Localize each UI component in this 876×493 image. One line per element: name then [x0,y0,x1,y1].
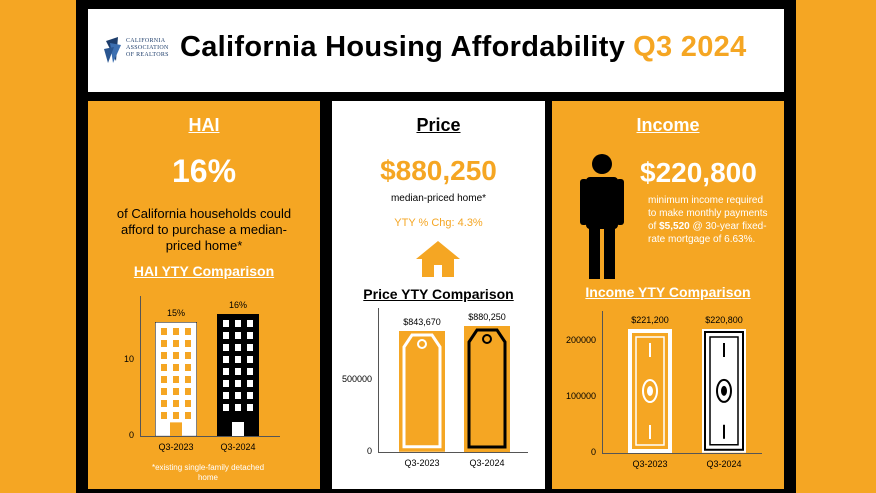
income-desc-line2: @ 30-year fixed-rate mortgage of 6.63%. [648,221,767,245]
value-label-1: $880,250 [468,312,506,322]
house-icon [416,241,460,277]
logo-text: California Association of Realtors [126,38,169,59]
logo-line-2: Association [126,45,169,51]
income-x-axis [602,453,762,454]
price-y-axis [378,308,379,452]
income-panel: Income $220,800 minimum income required … [552,101,784,489]
bar-q3-2024 [217,314,259,436]
hai-heading: HAI [188,115,220,135]
x-tick-label-0: Q3-2023 [404,458,440,468]
bar-q3-2023 [155,321,197,436]
x-tick-label-0: Q3-2023 [158,442,194,452]
bar-q3-2024 [702,329,746,453]
price-chart-title: Price YTY Comparison [363,286,514,302]
hai-description: of California households could afford to… [116,206,292,253]
y-tick-label-0: 0 [128,430,134,440]
hai-y-axis [140,296,141,436]
header: California Association of Realtors Calif… [88,9,784,92]
price-caption: median-priced home* [390,193,487,204]
y-tick-label-0: 0 [366,446,372,456]
price-yty-change: YTY % Chg: 4.3% [394,217,483,229]
income-value: $220,800 [640,157,757,188]
hai-chart-title: HAI YTY Comparison [133,263,275,279]
value-label-1: 16% [228,300,247,310]
value-label-0: $221,200 [631,315,669,325]
price-heading: Price [416,115,461,135]
logo-line-3: of Realtors [126,52,169,58]
value-label-0: 15% [166,307,185,318]
logo-icon [104,37,121,63]
x-tick-label-0: Q3-2023 [632,459,668,469]
value-label-1: $220,800 [705,315,743,326]
page-title: California Housing Affordability Q3 2024 [180,31,747,64]
y-tick-label-0: 0 [590,447,596,457]
price-panel: Price $880,250 median-priced home* YTY %… [332,101,545,489]
hai-panel: HAI 16% of California households could a… [88,101,320,489]
car-logo: California Association of Realtors [102,35,172,67]
y-tick-label-1: 100000 [565,390,596,401]
y-tick-label-1: 10 [123,353,134,364]
income-desc-line1: minimum income required to make monthly … [648,195,768,232]
hai-footnote: *existing single-family detached home [151,463,265,482]
x-tick-label-1: Q3-2024 [706,459,742,469]
title-text: California Housing Affordability [180,31,626,63]
price-x-axis [378,452,528,453]
hai-chart: 0 10 15% Q3-2023 16% Q3-2024 [88,101,320,489]
income-payment: $5,520 [659,221,690,232]
person-icon [580,154,624,279]
income-chart-title: Income YTY Comparison [585,284,751,300]
hai-value: 16% [171,153,237,189]
income-chart: 0 100000 200000 $221,200 Q3-2023 $220,800 Q3-2… [552,101,784,489]
hai-x-axis [140,436,280,437]
x-tick-label-1: Q3-2024 [469,458,505,468]
y-tick-label-2: 200000 [565,334,596,345]
price-chart: 0 500000 $843,670 Q3-2023 $880,250 Q3-2024 [332,101,545,489]
income-heading: Income [636,115,700,135]
x-tick-label-1: Q3-2024 [220,442,256,452]
y-tick-label-1: 500000 [341,374,372,385]
income-y-axis [602,311,603,453]
logo-line-1: California [126,38,166,44]
price-value: $880,250 [380,155,497,186]
bar-q3-2023 [628,329,672,453]
income-description: minimum income required to make monthly … [648,194,772,246]
bar-q3-2023 [399,331,445,452]
bar-q3-2024 [464,326,510,452]
value-label-0: $843,670 [403,317,441,328]
title-quarter: Q3 2024 [633,31,747,63]
